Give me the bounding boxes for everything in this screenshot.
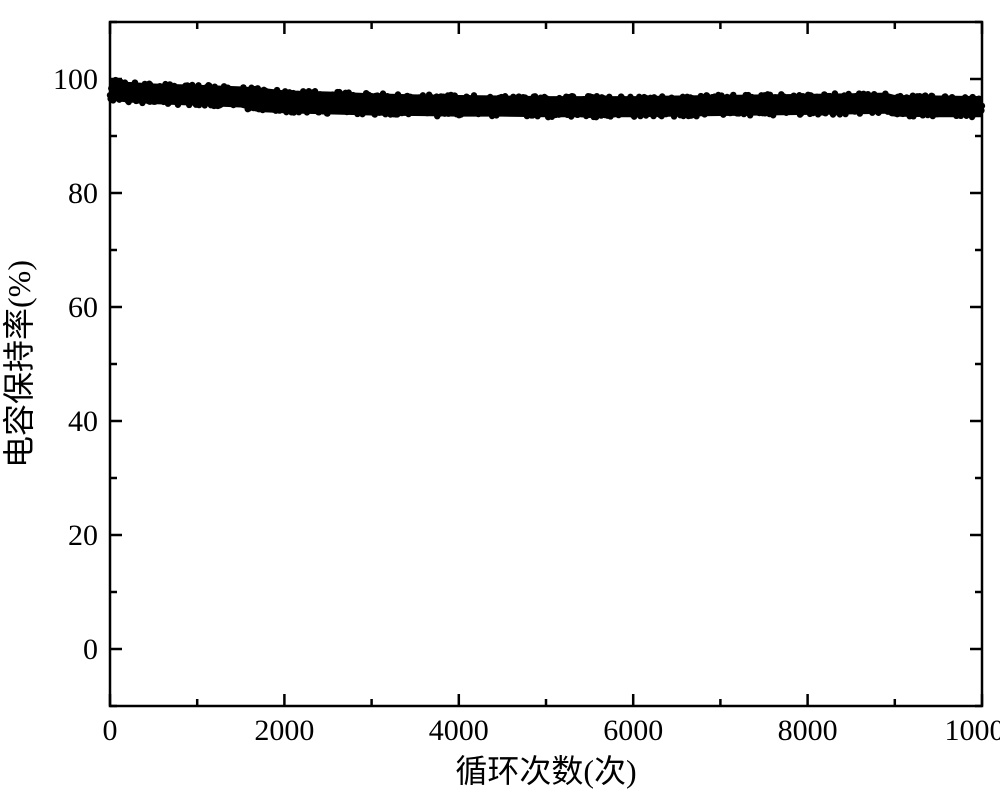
y-tick-label: 100 [53, 63, 98, 96]
y-tick-label: 20 [68, 519, 98, 552]
x-tick-label: 2000 [254, 714, 314, 747]
x-tick-label: 6000 [603, 714, 663, 747]
x-axis-label: 循环次数(次) [455, 753, 636, 789]
y-tick-label: 0 [83, 633, 98, 666]
x-tick-label: 4000 [429, 714, 489, 747]
chart-svg: 0 2000 4000 6000 8000 10000 0 20 40 60 80 100 循环次数(次… [0, 0, 1000, 793]
x-tick-label: 8000 [778, 714, 838, 747]
plot-background [0, 0, 1000, 793]
y-tick-label: 60 [68, 291, 98, 324]
x-tick-label: 0 [103, 714, 118, 747]
y-tick-label: 40 [68, 405, 98, 438]
y-tick-label: 80 [68, 177, 98, 210]
chart-container: 0 2000 4000 6000 8000 10000 0 20 40 60 80 100 循环次数(次… [0, 0, 1000, 793]
y-axis-label: 电容保持率(%) [1, 260, 37, 468]
x-tick-label: 10000 [945, 714, 1000, 747]
